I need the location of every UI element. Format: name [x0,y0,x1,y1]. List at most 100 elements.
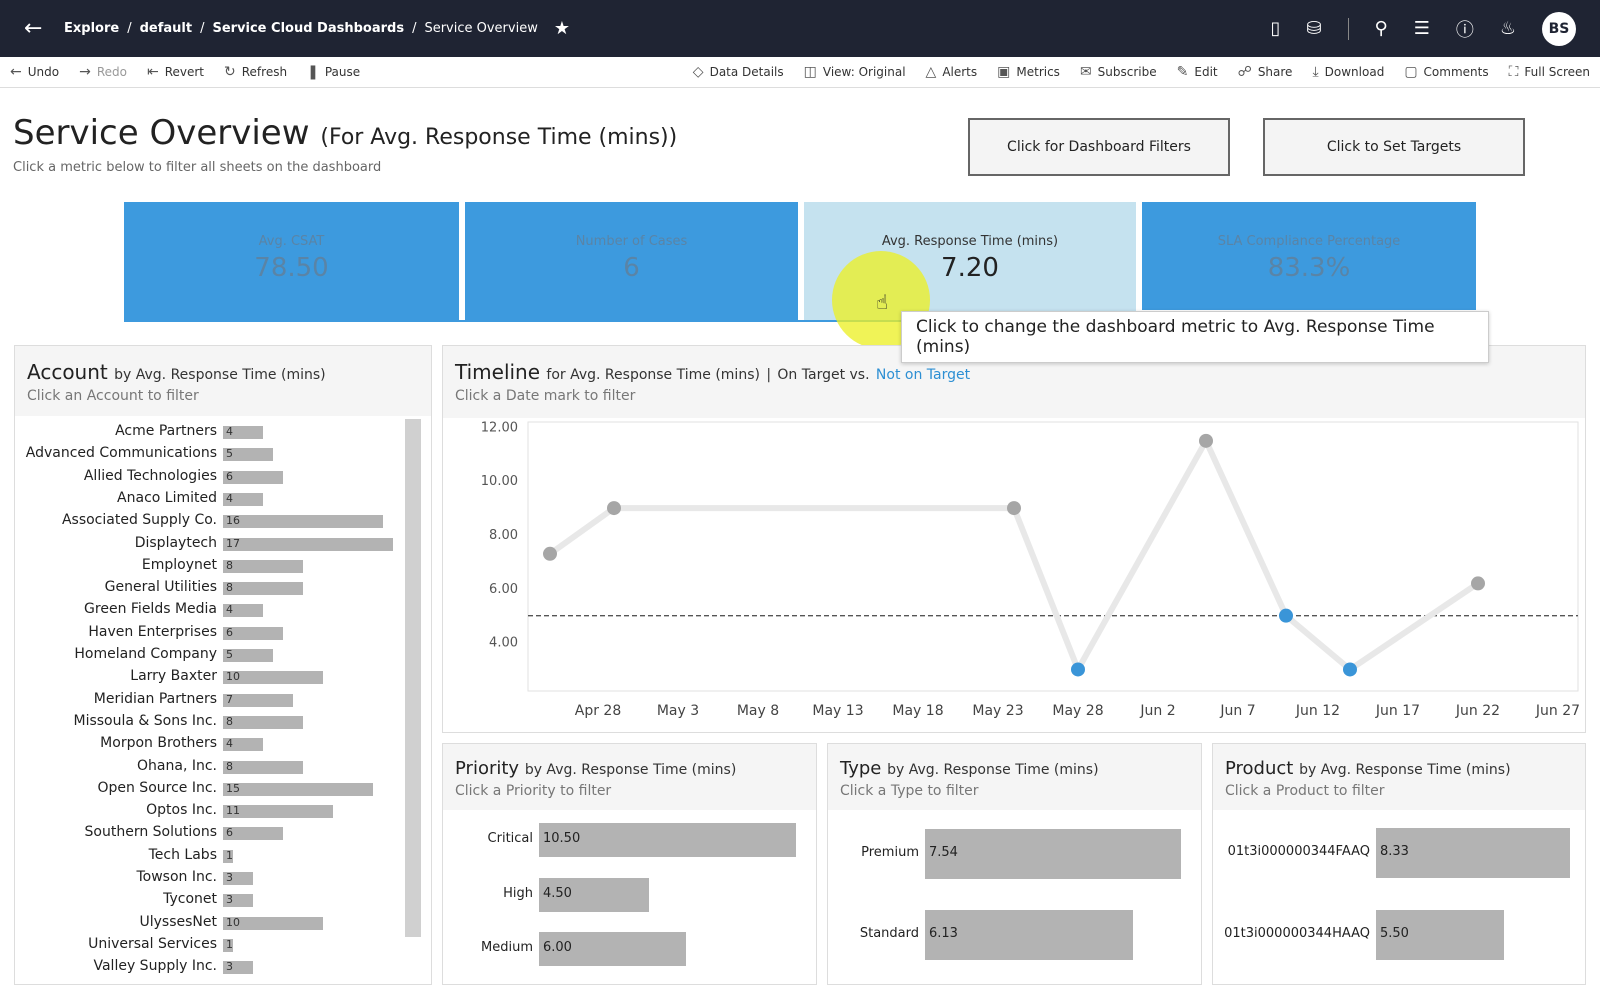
account-bar[interactable] [223,827,283,841]
data-details-button[interactable]: ◇ Data Details [693,64,784,80]
account-row[interactable]: Optos Inc. 11 [20,801,400,821]
account-bar[interactable] [223,872,253,885]
product-bar[interactable] [1376,828,1571,878]
subscribe-button[interactable]: ✉ Subscribe [1080,64,1157,80]
mobile-device-icon[interactable]: ▯ [1270,18,1281,39]
account-bar[interactable] [223,604,263,618]
account-row[interactable]: Towson Inc. 3 [20,868,400,888]
pause-button[interactable]: ❚ Pause [307,64,360,80]
account-row[interactable]: Larry Baxter 10 [20,667,400,687]
account-bar[interactable] [223,626,283,640]
account-row[interactable]: Tech Labs 1 [20,846,400,866]
type-bar[interactable] [925,910,1134,960]
account-bar[interactable] [223,715,303,729]
account-row[interactable]: Green Fields Media 4 [20,600,400,620]
account-bar[interactable] [223,559,303,573]
undo-button[interactable]: ← Undo [10,64,59,80]
kpi-avg-csat[interactable]: Avg. CSAT 78.50 [124,202,459,320]
priority-bar[interactable] [539,932,686,966]
favorite-star-icon[interactable]: ★ [553,18,570,39]
data-point-on-target[interactable] [543,546,557,561]
account-bar[interactable] [223,849,233,863]
account-bar[interactable] [223,470,283,484]
account-bar[interactable] [223,782,373,796]
edit-button[interactable]: ✎ Edit [1177,64,1218,80]
account-row[interactable]: Haven Enterprises 6 [20,623,400,643]
priority-bar[interactable] [539,823,797,857]
avatar[interactable]: BS [1542,11,1576,46]
account-row[interactable]: Valley Supply Inc. 3 [20,957,400,977]
data-point-on-target[interactable] [1007,501,1021,516]
account-bar[interactable] [223,916,323,930]
account-row[interactable]: Universal Services 1 [20,935,400,955]
breadcrumb-service-cloud-dashboards[interactable]: Service Cloud Dashboards [212,21,405,36]
download-button[interactable]: ⤓ Download [1312,64,1384,80]
account-row[interactable]: Acme Partners 4 [20,422,400,442]
share-button[interactable]: ☍ Share [1238,64,1293,80]
account-bar[interactable] [223,492,263,506]
account-row[interactable]: UlyssesNet 10 [20,913,400,933]
account-bar[interactable] [223,738,263,752]
account-bar[interactable] [223,894,253,908]
back-arrow-icon[interactable]: ← [24,16,43,41]
account-row[interactable]: Advanced Communications 5 [20,444,400,464]
account-row[interactable]: Associated Supply Co. 16 [20,511,400,531]
account-bar[interactable] [223,671,323,685]
redo-button[interactable]: → Redo [79,64,127,80]
account-row[interactable]: Employnet 8 [20,556,400,576]
account-bar[interactable] [223,515,383,529]
metrics-button[interactable]: ▣ Metrics [997,64,1060,80]
full-screen-button[interactable]: ⛶ Full Screen [1509,64,1590,80]
set-targets-button[interactable]: Click to Set Targets [1263,118,1525,176]
account-bar[interactable] [223,961,253,975]
data-point-on-target[interactable] [1471,576,1485,591]
timeline-legend-not-on-target[interactable]: Not on Target [875,367,971,383]
account-row[interactable]: Open Source Inc. 15 [20,779,400,799]
breadcrumb-default[interactable]: default [139,21,193,36]
account-row[interactable]: Morpon Brothers 4 [20,734,400,754]
account-bar[interactable] [223,649,273,662]
help-icon[interactable]: ⓘ [1455,19,1474,41]
account-bar[interactable] [223,426,263,439]
account-row[interactable]: Tyconet 3 [20,890,400,910]
account-row[interactable]: Displaytech 17 [20,534,400,554]
product-bar[interactable] [1376,910,1505,960]
account-bar[interactable] [223,537,393,551]
account-scrollbar[interactable] [405,419,421,937]
account-bar[interactable] [223,582,303,596]
collections-icon[interactable]: ☰ [1413,18,1430,39]
account-row[interactable]: Homeland Company 5 [20,645,400,665]
account-bar[interactable] [223,938,233,952]
data-point-not-on-target[interactable] [1343,662,1357,677]
account-bar[interactable] [223,760,303,774]
refresh-button[interactable]: ↻ Refresh [224,64,287,80]
priority-bar[interactable] [539,877,650,912]
account-row[interactable]: Ohana, Inc. 8 [20,757,400,777]
account-row[interactable]: Southern Solutions 6 [20,823,400,843]
alerts-button[interactable]: △ Alerts [926,64,978,80]
search-icon[interactable]: ⚲ [1374,18,1388,39]
scroll-thumb[interactable] [405,419,421,937]
account-row[interactable]: Meridian Partners 7 [20,690,400,710]
data-point-on-target[interactable] [607,501,621,516]
revert-button[interactable]: ⇤ Revert [147,64,204,80]
account-row[interactable]: Allied Technologies 6 [20,467,400,487]
kpi-sla-compliance[interactable]: SLA Compliance Percentage 83.3% [1142,202,1476,310]
account-row[interactable]: Missoula & Sons Inc. 8 [20,712,400,732]
data-point-not-on-target[interactable] [1071,662,1085,677]
account-bar[interactable] [223,448,273,462]
timeline-chart[interactable]: 12.00 10.00 8.00 6.00 4.00 Apr 28 May 3 May 8 Ma… [448,418,1583,730]
kpi-number-of-cases[interactable]: Number of Cases 6 [465,202,798,320]
data-point-not-on-target[interactable] [1279,608,1293,623]
account-bar[interactable] [223,805,333,819]
account-row[interactable]: Anaco Limited 4 [20,489,400,509]
database-icon[interactable]: ⛁ [1306,18,1322,39]
type-bar[interactable] [925,829,1182,879]
breadcrumb-explore[interactable]: Explore [64,21,120,36]
account-bar[interactable] [223,693,293,707]
data-point-on-target[interactable] [1199,433,1213,448]
comments-button[interactable]: ▢ Comments [1404,64,1488,80]
dashboard-filters-button[interactable]: Click for Dashboard Filters [968,118,1230,176]
account-row[interactable]: General Utilities 8 [20,578,400,598]
view-original-button[interactable]: ◫ View: Original [804,64,906,80]
